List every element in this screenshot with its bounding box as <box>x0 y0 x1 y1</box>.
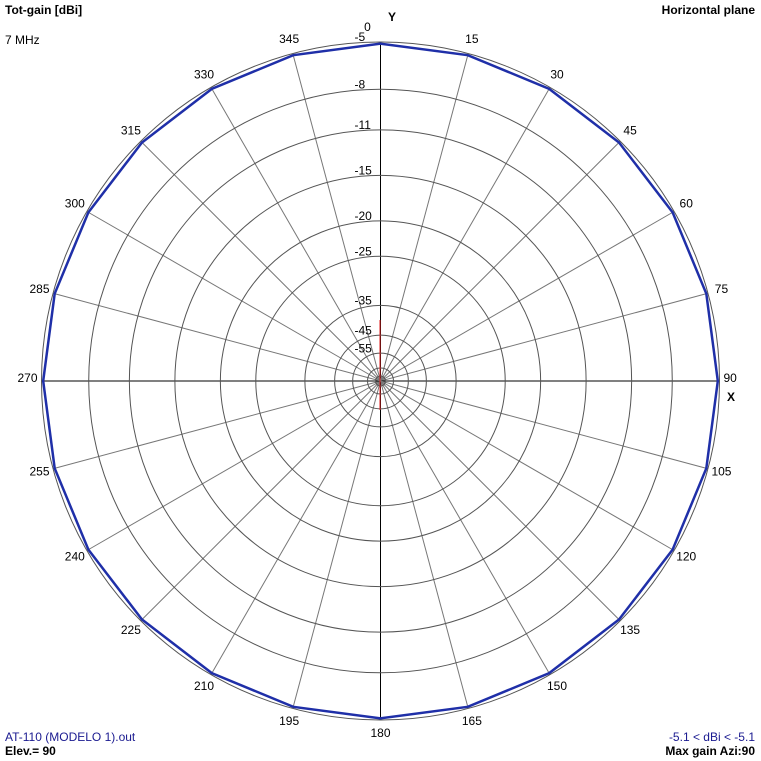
angle-label: 180 <box>370 726 390 740</box>
angle-label: 165 <box>462 714 482 728</box>
spoke <box>210 87 381 382</box>
angle-label: 135 <box>620 623 640 637</box>
angle-label: 240 <box>65 550 85 564</box>
plane-label: Horizontal plane <box>662 3 756 17</box>
ring <box>41 41 720 721</box>
max-gain-label: Max gain Azi:90 <box>665 744 755 758</box>
r-tick-label: -25 <box>355 244 373 258</box>
spoke <box>52 380 381 470</box>
spoke <box>380 380 469 709</box>
chart-subtitle: 7 MHz <box>5 33 40 47</box>
y-axis-label: Y <box>388 10 396 24</box>
spoke <box>380 211 675 382</box>
spoke <box>380 380 675 551</box>
angle-label: 285 <box>30 282 50 296</box>
spoke <box>210 380 381 675</box>
spoke <box>140 380 381 622</box>
spoke <box>380 87 551 382</box>
r-tick-label: -5 <box>355 30 366 44</box>
spoke <box>86 380 381 551</box>
angle-label: 315 <box>121 124 141 138</box>
angle-label: 150 <box>547 679 567 693</box>
r-tick-label: -55 <box>355 341 373 355</box>
spoke <box>140 140 381 382</box>
ring <box>304 304 457 458</box>
spoke <box>380 380 709 470</box>
x-axis-label: X <box>727 390 735 404</box>
spoke <box>86 211 381 382</box>
pattern-line <box>41 42 720 720</box>
ring <box>174 174 587 588</box>
angle-label: 330 <box>194 67 214 81</box>
angle-label: 75 <box>715 282 729 296</box>
spoke <box>380 140 621 382</box>
spoke <box>380 380 551 675</box>
range-label: -5.1 < dBi < -5.1 <box>669 730 755 744</box>
spoke <box>52 292 381 382</box>
grid <box>41 41 720 721</box>
ring <box>128 129 633 633</box>
spoke <box>380 380 621 622</box>
spoke <box>380 292 709 382</box>
spoke <box>380 53 469 382</box>
spoke <box>292 380 381 709</box>
angle-label: 45 <box>623 124 637 138</box>
angle-label: 30 <box>550 67 564 81</box>
file-label: AT-110 (MODELO 1).out <box>5 730 136 744</box>
r-tick-label: -20 <box>355 209 373 223</box>
chart-title: Tot-gain [dBi] <box>5 3 82 17</box>
elevation-label: Elev.= 90 <box>5 744 56 758</box>
angle-label: 195 <box>279 714 299 728</box>
r-tick-label: -35 <box>355 294 373 308</box>
ring <box>88 88 673 674</box>
angle-label: 345 <box>279 32 299 46</box>
spoke <box>292 53 381 382</box>
angle-label: 255 <box>30 465 50 479</box>
ring <box>219 220 542 542</box>
angle-label: 120 <box>676 550 696 564</box>
angle-label: 270 <box>17 371 37 385</box>
angle-label: 105 <box>711 465 731 479</box>
r-tick-label: -45 <box>355 323 373 337</box>
angle-label: 0 <box>364 20 371 34</box>
angle-label: 225 <box>121 623 141 637</box>
angle-label: 90 <box>724 371 738 385</box>
angle-label: 60 <box>680 197 694 211</box>
r-tick-label: -11 <box>355 118 372 132</box>
r-tick-label: -8 <box>355 77 366 91</box>
r-tick-label: -15 <box>355 164 373 178</box>
angle-label: 15 <box>465 32 479 46</box>
angle-label: 210 <box>194 679 214 693</box>
angle-label: 300 <box>65 197 85 211</box>
ring <box>255 255 506 507</box>
